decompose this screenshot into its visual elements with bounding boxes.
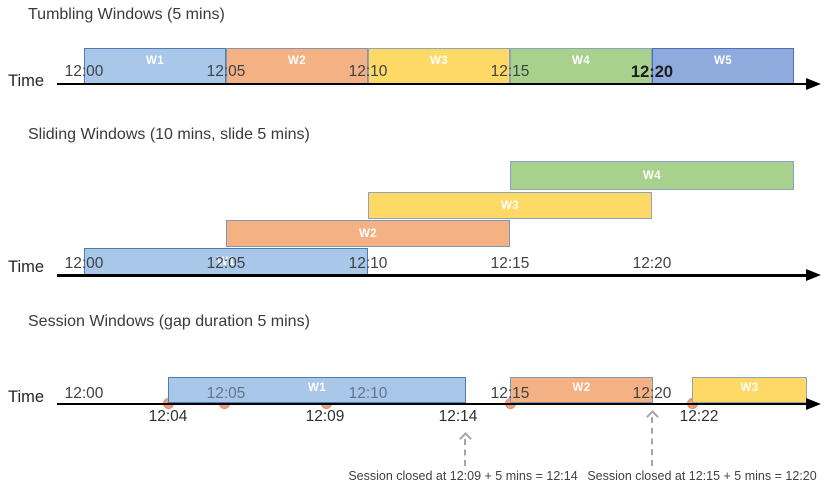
dashed-up-arrow-icon [459,432,473,445]
session-windows-event-time-1222: 12:22 [679,408,719,425]
sliding-timeline-arrowhead-icon [806,269,821,282]
tumbling-windows-window-label-w2: W2 [287,55,307,67]
tumbling-windows-window-label-w1: W1 [145,55,165,67]
sliding-windows-window-label-w4: W4 [642,169,662,182]
tumbling-windows-window-w2: W2 [226,48,368,84]
sliding-windows-tick-1220: 12:20 [632,255,672,272]
session-windows-tick-1200: 12:00 [64,385,104,402]
session-timeline-axis [57,402,807,405]
session-windows-event-time-1204: 12:04 [148,408,188,425]
sliding-windows-window-label-w3: W3 [500,199,520,212]
tumbling-windows-tick-1210: 12:10 [348,63,388,80]
sliding-time-axis-label: Time [8,258,45,276]
sliding-windows-window-w3: W3 [368,192,652,219]
session-windows-tick-1220: 12:20 [632,385,672,402]
session-windows-window-label-w1: W1 [307,382,327,394]
session-close-callout-arrow-1 [459,432,473,466]
session-windows-title: Session Windows (gap duration 5 mins) [28,313,310,330]
tumbling-windows-title: Tumbling Windows (5 mins) [28,6,225,23]
session-windows-tick-1205: 12:05 [206,385,246,402]
sliding-windows-title: Sliding Windows (10 mins, slide 5 mins) [28,126,310,143]
tumbling-timeline-arrowhead-icon [806,77,821,90]
session-windows-tick-1215: 12:15 [490,385,530,402]
tumbling-windows-window-w3: W3 [368,48,510,84]
sliding-windows-tick-1205: 12:05 [206,255,246,272]
session-time-axis-label: Time [8,388,45,406]
tumbling-windows-window-label-w3: W3 [429,55,449,67]
dashed-line [650,417,653,466]
sliding-windows-tick-1210: 12:10 [348,255,388,272]
tumbling-windows-window-w5: W5 [652,48,794,84]
tumbling-windows-tick-1205: 12:05 [206,63,246,80]
tumbling-timeline-axis [57,82,807,85]
session-closed-annotation-1: Session closed at 12:09 + 5 mins = 12:14 [348,469,578,483]
tumbling-windows-tick-1220: 12:20 [630,63,674,81]
session-close-callout-arrow-2 [646,410,660,466]
session-windows-window-label-w2: W2 [572,382,591,394]
sliding-windows-window-w4: W4 [510,161,794,190]
session-timeline-arrowhead-icon [806,397,821,410]
session-windows-tick-1210: 12:10 [348,385,388,402]
sliding-timeline-axis [57,274,807,277]
sliding-windows-tick-1215: 12:15 [490,255,530,272]
session-windows-window-label-w3: W3 [740,382,759,394]
session-windows-event-time-1209: 12:09 [305,408,345,425]
sliding-windows-tick-1200: 12:00 [64,255,104,272]
sliding-windows-window-label-w1: W1 [216,255,236,268]
session-windows-window-w3: W3 [692,377,807,403]
session-windows-window-w2: W2 [510,377,653,403]
tumbling-windows-window-w1: W1 [84,48,226,84]
sliding-windows-window-w2: W2 [226,220,510,247]
tumbling-time-axis-label: Time [8,72,45,90]
dashed-line [463,439,466,466]
dashed-up-arrow-icon [646,410,660,423]
session-closed-annotation-2: Session closed at 12:15 + 5 mins = 12:20 [587,469,817,483]
sliding-windows-window-label-w2: W2 [358,227,378,240]
tumbling-windows-window-label-w5: W5 [713,55,733,67]
tumbling-windows-tick-1200: 12:00 [64,63,104,80]
tumbling-windows-tick-1215: 12:15 [490,63,530,80]
tumbling-windows-window-label-w4: W4 [571,55,591,67]
session-windows-event-time-1214: 12:14 [438,408,478,425]
